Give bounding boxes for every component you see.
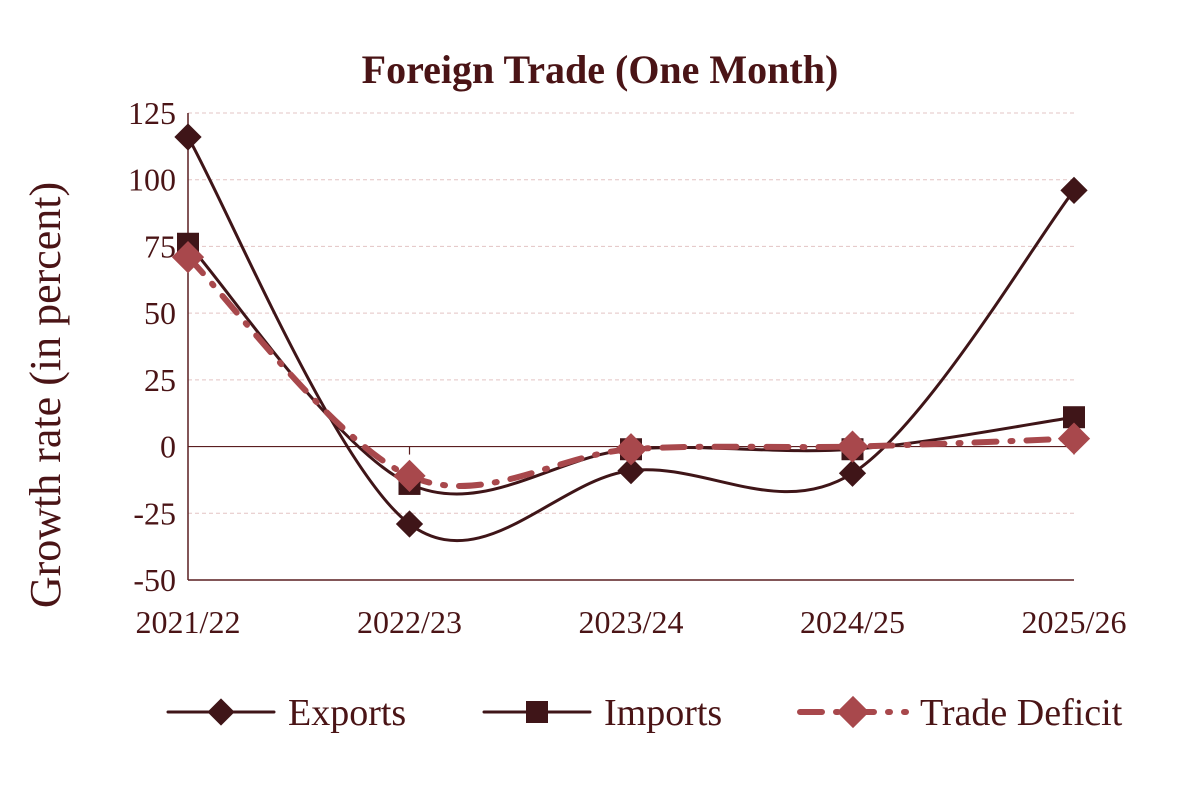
series-line-exports <box>186 135 1076 543</box>
data-point-trade-deficit <box>1057 422 1091 455</box>
x-tick-label: 2025/26 <box>1022 604 1127 640</box>
y-axis-title: Growth rate (in percent) <box>21 182 70 608</box>
legend-item: Trade Deficit <box>797 692 1123 734</box>
data-point-trade-deficit <box>836 430 869 463</box>
legend: Exports Imports Trade Deficit <box>166 692 1123 734</box>
data-point-exports <box>395 510 424 538</box>
legend-item: Imports <box>482 692 722 734</box>
x-tick-labels: 2021/22 2022/23 2023/24 2024/25 2025/26 <box>136 604 1127 640</box>
x-tick-label: 2023/24 <box>579 604 684 640</box>
x-tick-label: 2024/25 <box>800 604 905 640</box>
legend-label: Imports <box>604 692 722 734</box>
data-point-imports <box>1063 406 1085 429</box>
y-tick-label: 100 <box>128 162 176 198</box>
chart-title: Foreign Trade (One Month) <box>362 47 839 92</box>
y-tick-label: 0 <box>160 429 176 465</box>
data-point-trade-deficit <box>393 459 426 493</box>
data-point-trade-deficit <box>171 240 205 274</box>
y-tick-label: -25 <box>133 495 176 531</box>
x-tick-label: 2022/23 <box>357 604 462 640</box>
legend-marker <box>526 701 548 723</box>
data-point-exports <box>1060 176 1088 205</box>
legend-label: Trade Deficit <box>920 692 1123 734</box>
gridlines <box>188 112 1074 514</box>
data-point-exports <box>617 456 645 485</box>
series-markers <box>171 123 1091 538</box>
y-tick-label: 50 <box>144 295 176 331</box>
data-point-exports <box>174 123 202 151</box>
y-tick-label: 125 <box>128 95 176 131</box>
data-point-trade-deficit <box>614 433 648 466</box>
y-tick-label: 75 <box>144 228 176 264</box>
y-tick-label: 25 <box>144 362 176 398</box>
y-tick-labels: 125 100 75 50 25 0 -25 -50 <box>128 95 176 598</box>
axes <box>187 113 1075 581</box>
legend-marker <box>836 695 870 729</box>
x-tick-label: 2021/22 <box>136 604 241 640</box>
legend-marker <box>207 698 235 726</box>
legend-label: Exports <box>288 692 406 734</box>
data-point-exports <box>838 459 867 487</box>
legend-item: Exports <box>166 692 406 734</box>
y-tick-label: -50 <box>133 562 176 598</box>
